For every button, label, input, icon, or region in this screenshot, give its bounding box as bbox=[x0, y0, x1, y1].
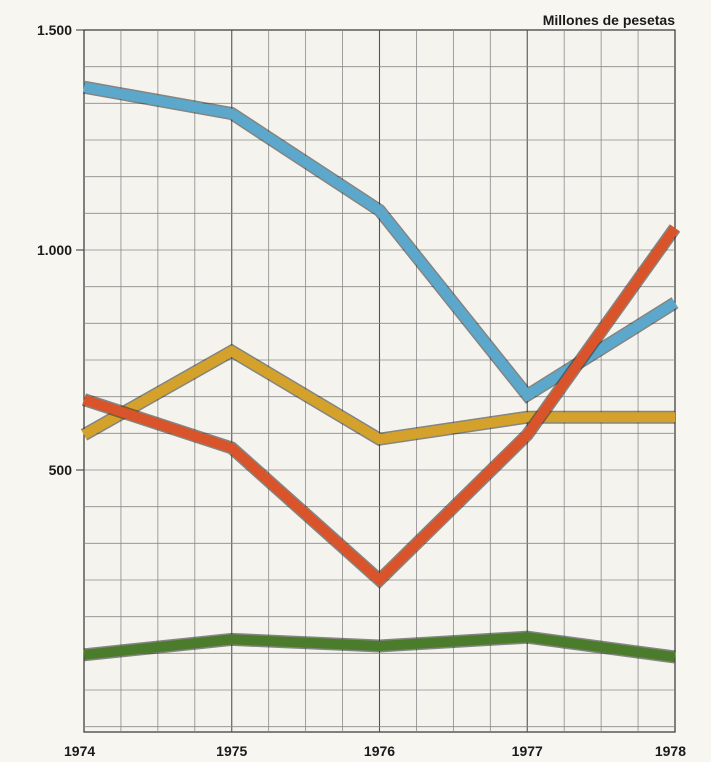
x-tick-label: 1975 bbox=[216, 743, 247, 759]
series-line-2 bbox=[81, 345, 675, 445]
x-axis: 1974 1975 1976 1977 1978 bbox=[64, 743, 686, 759]
y-tick-label: 1.500 bbox=[37, 22, 72, 38]
x-tick-label: 1976 bbox=[364, 743, 395, 759]
series-line-3 bbox=[82, 225, 680, 587]
series-line-4 bbox=[83, 632, 676, 662]
unit-label: Millones de pesetas bbox=[543, 12, 675, 28]
chart-series bbox=[80, 80, 681, 664]
x-tick-label: 1974 bbox=[64, 743, 95, 759]
y-axis: 500 1.000 1.500 bbox=[37, 22, 84, 478]
y-tick-label: 500 bbox=[49, 462, 73, 478]
y-tick-label: 1.000 bbox=[37, 242, 72, 258]
x-tick-label: 1977 bbox=[512, 743, 543, 759]
x-tick-label: 1978 bbox=[655, 743, 686, 759]
